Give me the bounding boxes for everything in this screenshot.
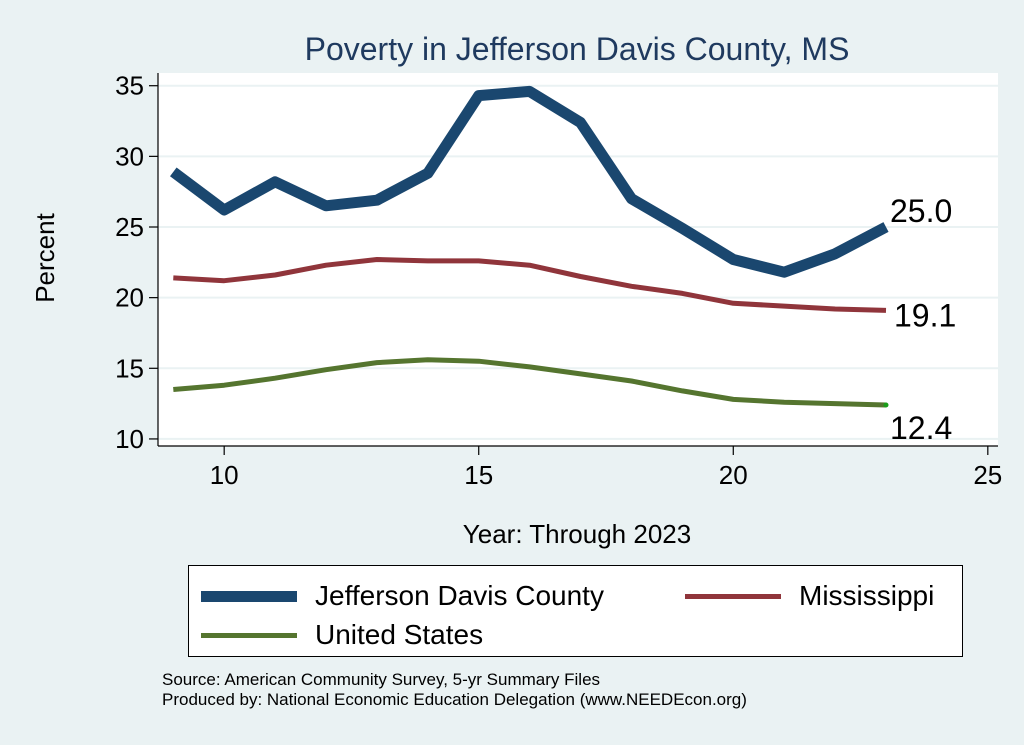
chart-title: Poverty in Jefferson Davis County, MS [305, 31, 850, 67]
legend: Jefferson Davis County Mississippi Unite… [188, 565, 963, 657]
y-tick-label: 20 [115, 283, 144, 313]
source-note: Source: American Community Survey, 5-yr … [162, 670, 601, 689]
series-lines [170, 85, 889, 408]
producer-note: Produced by: National Economic Education… [162, 690, 747, 709]
y-axis-title: Percent [30, 212, 60, 302]
legend-swatch-united-states [201, 632, 297, 638]
y-tick-label: 10 [115, 424, 144, 454]
y-tick-label: 15 [115, 353, 144, 383]
gridlines [158, 84, 998, 440]
legend-item-mississippi: Mississippi [685, 580, 934, 612]
chart-notes: Source: American Community Survey, 5-yr … [162, 670, 747, 710]
legend-item-jefferson-davis: Jefferson Davis County [201, 580, 604, 612]
x-tick-label: 25 [973, 460, 1002, 490]
series-line-mississippi [173, 257, 887, 313]
series-line-united-states [173, 357, 887, 408]
y-tick-label: 35 [115, 71, 144, 101]
x-tick-label: 10 [210, 460, 239, 490]
legend-swatch-jefferson-davis [201, 590, 297, 602]
x-tick-label: 15 [464, 460, 493, 490]
plot-area [158, 73, 998, 446]
end-point-marker [883, 402, 889, 408]
y-tick-label: 30 [115, 141, 144, 171]
end-label-mississippi: 19.1 [894, 297, 956, 333]
y-tick-label: 25 [115, 212, 144, 242]
axes: 10 15 20 25 30 35 10 15 20 25 [115, 71, 1002, 490]
legend-item-united-states: United States [201, 619, 483, 651]
legend-label-mississippi: Mississippi [799, 580, 935, 611]
end-label-united-states: 12.4 [890, 410, 952, 446]
series-line-jefferson-davis-county [170, 85, 889, 278]
legend-label-jefferson-davis: Jefferson Davis County [315, 580, 604, 611]
legend-label-united-states: United States [315, 619, 484, 650]
x-axis-title: Year: Through 2023 [463, 519, 691, 549]
end-labels: 25.0 19.1 12.4 [890, 193, 956, 446]
x-tick-label: 20 [719, 460, 748, 490]
end-label-jefferson-davis-county: 25.0 [890, 193, 952, 229]
legend-swatch-mississippi [685, 593, 781, 599]
